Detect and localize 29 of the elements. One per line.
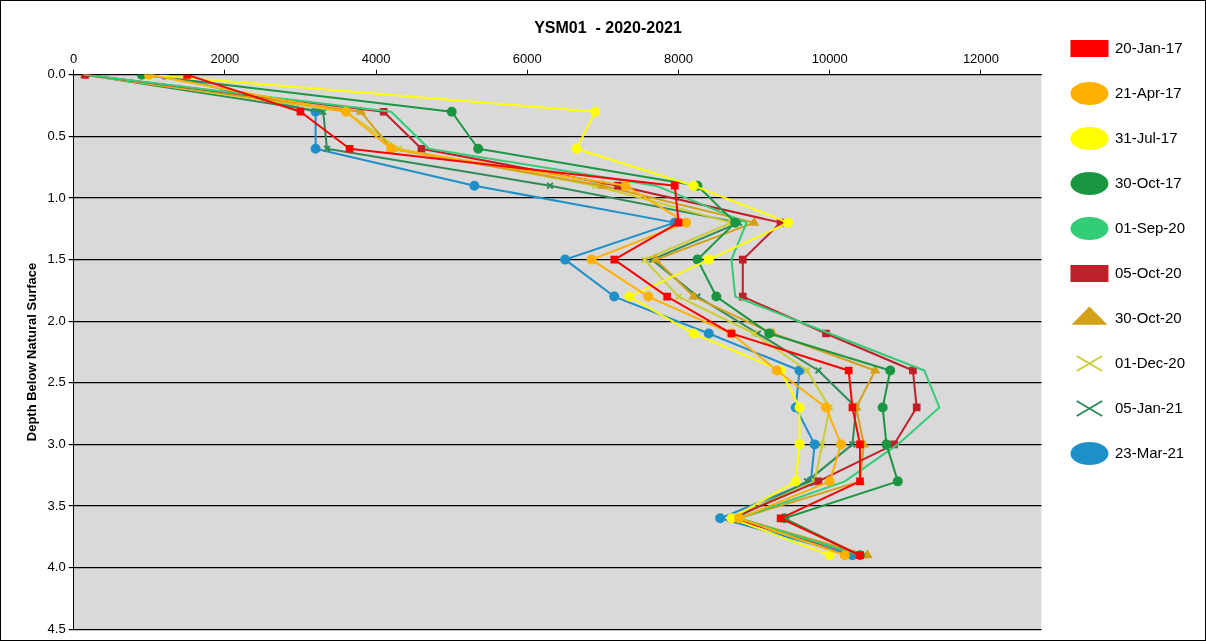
x-tick-label: 8000	[664, 50, 693, 66]
x-tick-label: 10000	[811, 50, 848, 66]
legend-label: 30-Oct-17	[1114, 173, 1182, 191]
y-tick-label: 1.5	[47, 251, 66, 267]
y-tick-label: 2.5	[47, 374, 66, 390]
chart-title: YSM01 - 2020-2021	[534, 19, 682, 37]
y-tick-label: 3.0	[47, 435, 66, 451]
legend-label: 31-Jul-17	[1114, 128, 1178, 146]
legend-label: 21-Apr-17	[1114, 83, 1182, 101]
legend-label: 05-Jan-21	[1114, 398, 1183, 416]
x-tick-label: 0	[70, 50, 78, 66]
y-tick-label: 3.5	[47, 497, 66, 513]
y-tick-label: 1.0	[47, 189, 66, 205]
y-tick-label: 0.5	[47, 127, 66, 143]
legend-label: 01-Sep-20	[1114, 218, 1186, 236]
legend-label: 23-Mar-21	[1114, 443, 1185, 461]
legend-label: 30-Oct-20	[1114, 308, 1182, 326]
legend-label: 01-Dec-20	[1114, 353, 1185, 371]
legend-label: 05-Oct-20	[1114, 263, 1182, 281]
y-axis-title: Depth Below Natural Surface	[24, 262, 40, 442]
x-tick-label: 2000	[210, 50, 240, 66]
legend-label: 20-Jan-17	[1114, 38, 1183, 56]
x-tick-label: 12000	[962, 50, 1000, 66]
y-tick-label: 0.0	[47, 66, 66, 82]
x-tick-label: 4000	[361, 50, 391, 66]
y-tick-label: 2.0	[47, 312, 66, 328]
x-tick-label: 6000	[512, 50, 542, 66]
y-tick-label: 4.0	[47, 559, 66, 575]
y-tick-label: 4.5	[47, 620, 66, 636]
